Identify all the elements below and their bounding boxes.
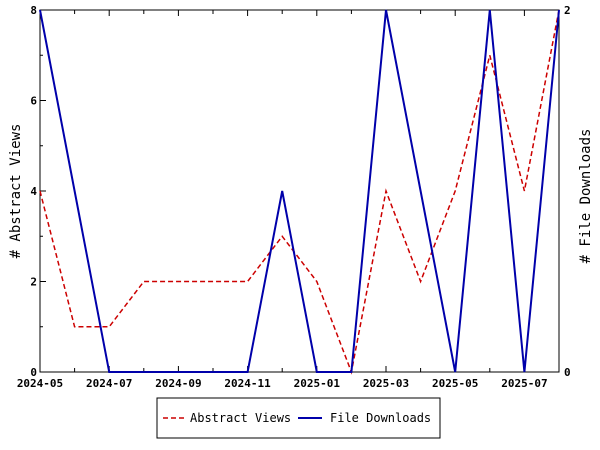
x-tick-label: 2025-05 — [432, 377, 478, 390]
y-right-tick-label: 2 — [564, 4, 571, 17]
legend: Abstract Views File Downloads — [156, 397, 441, 439]
y-right-axis-title: # File Downloads — [578, 129, 594, 264]
y-right-tick-label: 0 — [564, 366, 571, 379]
x-tick-label: 2024-05 — [17, 377, 63, 390]
x-tick-labels: 2024-05 2024-07 2024-09 2024-11 2025-01 2025-… — [17, 377, 548, 390]
y-left-tick-label: 4 — [30, 185, 37, 198]
x-tick-label: 2024-07 — [86, 377, 132, 390]
x-tick-label: 2025-07 — [501, 377, 547, 390]
legend-label-abstract-views: Abstract Views — [190, 411, 291, 425]
series-layer — [39, 9, 560, 375]
legend-label-file-downloads: File Downloads — [330, 411, 431, 425]
y-left-tick-label: 2 — [30, 276, 37, 289]
x-tick-label: 2024-09 — [155, 377, 201, 390]
y-left-tick-label: 6 — [30, 95, 37, 108]
x-tick-label: 2025-03 — [363, 377, 409, 390]
x-tick-label: 2025-01 — [294, 377, 341, 390]
plot-area — [39, 9, 560, 373]
y-left-tick-labels: 0 2 4 6 8 — [30, 4, 37, 379]
series-line-file-downloads — [39, 9, 560, 373]
x-tick-label: 2024-11 — [224, 377, 271, 390]
y-left-tick-label: 0 — [30, 366, 37, 379]
y-right-tick-labels: 02 — [564, 4, 571, 379]
series-line-abstract-views — [39, 9, 560, 375]
y-left-axis-title: # Abstract Views — [8, 124, 24, 259]
y-left-tick-label: 8 — [30, 4, 37, 17]
